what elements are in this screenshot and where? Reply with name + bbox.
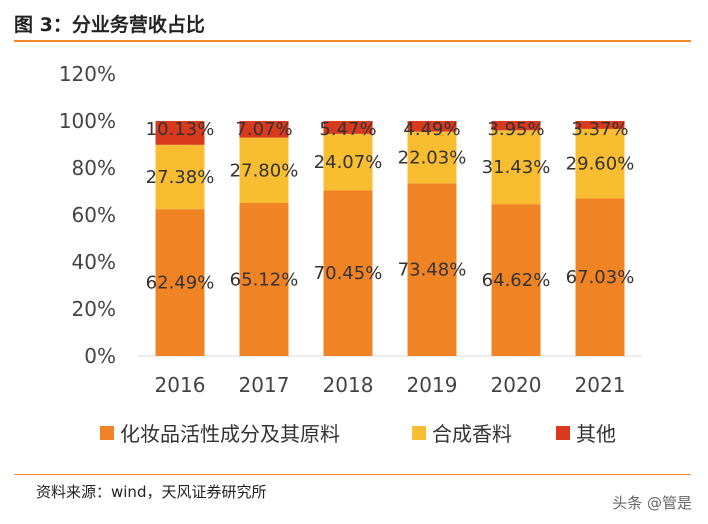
bar-segment <box>155 209 205 356</box>
data-label: 10.13% <box>146 119 215 140</box>
data-label: 4.49% <box>403 119 460 140</box>
data-label: 73.48% <box>398 260 467 281</box>
bar-segment <box>323 190 373 356</box>
data-label: 7.07% <box>235 119 292 140</box>
legend-label: 化妆品活性成分及其原料 <box>120 422 340 446</box>
bar-segment <box>239 202 289 356</box>
y-tick-label: 100% <box>59 109 116 133</box>
bar-segment <box>155 121 205 145</box>
data-label: 27.80% <box>230 160 299 181</box>
legend-swatch <box>412 426 426 440</box>
data-label: 3.37% <box>571 119 628 140</box>
bar-segment <box>323 133 373 191</box>
x-tick-label: 2020 <box>491 373 542 397</box>
bar-segment <box>575 128 625 199</box>
figure-title: 图 3：分业务营收占比 <box>14 14 205 36</box>
y-tick-label: 20% <box>72 297 116 321</box>
data-label: 29.60% <box>566 154 635 175</box>
x-tick-label: 2016 <box>155 373 206 397</box>
data-label: 65.12% <box>230 269 299 290</box>
y-tick-label: 0% <box>84 344 116 368</box>
title-rule <box>14 40 691 42</box>
legend-swatch <box>556 426 570 440</box>
watermark: 头条 @管是 <box>612 494 692 512</box>
data-label: 24.07% <box>314 152 383 173</box>
data-label: 67.03% <box>566 267 635 288</box>
source-note: 资料来源：wind，天风证券研究所 <box>36 483 267 501</box>
bar-segment <box>407 121 457 132</box>
y-tick-label: 80% <box>72 156 116 180</box>
y-tick-label: 60% <box>72 203 116 227</box>
bar-segment <box>323 121 373 134</box>
stacked-bar-chart: 0% 20% 40% 60% 80% 100% 120% 2016 2017 2018 2019 20… <box>59 62 642 446</box>
x-tick-label: 2021 <box>575 373 626 397</box>
bottom-rule <box>14 474 691 475</box>
data-label: 64.62% <box>482 270 551 291</box>
data-label: 5.47% <box>319 119 376 140</box>
data-label: 70.45% <box>314 263 383 284</box>
legend-label: 其他 <box>576 422 616 446</box>
bar-segment <box>239 137 289 203</box>
data-label: 62.49% <box>146 273 215 294</box>
data-label: 31.43% <box>482 157 551 178</box>
bar-segment <box>407 131 457 184</box>
bar-segment <box>491 204 541 356</box>
data-label: 22.03% <box>398 147 467 168</box>
y-tick-label: 120% <box>59 62 116 86</box>
legend-label: 合成香料 <box>432 422 512 446</box>
bar-segment <box>491 130 541 205</box>
bar-segment <box>407 183 457 356</box>
bar-segment <box>575 121 625 129</box>
bar-segment <box>239 121 289 138</box>
bar-segment <box>155 144 205 210</box>
x-tick-label: 2017 <box>239 373 290 397</box>
data-label: 3.95% <box>487 119 544 140</box>
y-tick-label: 40% <box>72 250 116 274</box>
x-tick-label: 2018 <box>323 373 374 397</box>
bar-segment <box>575 198 625 356</box>
data-label: 27.38% <box>146 167 215 188</box>
x-tick-label: 2019 <box>407 373 458 397</box>
legend-swatch <box>100 426 114 440</box>
bar-segment <box>491 121 541 131</box>
